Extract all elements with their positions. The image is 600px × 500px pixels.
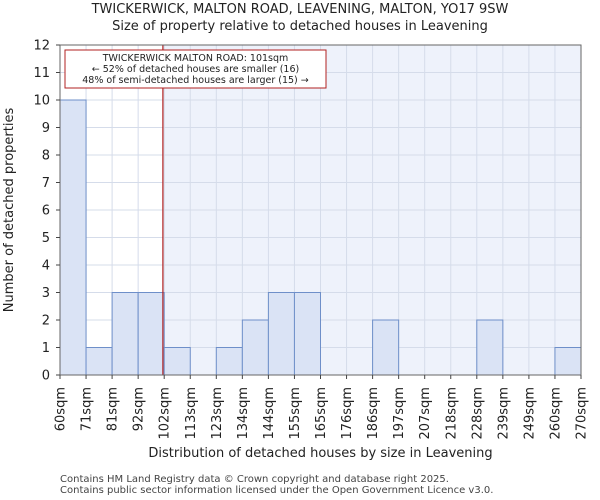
y-tick-label: 0 — [42, 369, 50, 384]
bar-228sqm — [476, 319, 504, 376]
footer-line-1: Contains HM Land Registry data © Crown c… — [60, 474, 449, 485]
x-tick-label: 228sqm — [470, 387, 485, 440]
x-tick-label: 102sqm — [158, 387, 173, 440]
y-tick-label: 6 — [42, 204, 50, 219]
x-tick-label: 260sqm — [548, 387, 563, 440]
bar-102sqm — [163, 347, 191, 376]
y-tick-label: 7 — [42, 176, 50, 191]
bar-92sqm — [137, 292, 165, 376]
y-tick-label: 10 — [33, 94, 50, 109]
annotation-line-3: 48% of semi-detached houses are larger (… — [82, 75, 309, 86]
x-axis-ticks: 60sqm 71sqm 81sqm 92sqm 102sqm 113sqm 123sqm 13… — [54, 375, 590, 440]
x-tick-label: 155sqm — [288, 387, 303, 440]
x-tick-label: 71sqm — [80, 387, 95, 431]
annotation-line-2: ← 52% of detached houses are smaller (16… — [92, 64, 299, 75]
x-tick-label: 197sqm — [392, 387, 407, 440]
chart-subtitle: Size of property relative to detached ho… — [112, 19, 488, 34]
annotation-line-1: TWICKERWICK MALTON ROAD: 101sqm — [102, 53, 289, 64]
bar-71sqm — [85, 347, 113, 376]
x-tick-label: 113sqm — [184, 387, 199, 440]
x-tick-label: 186sqm — [366, 387, 381, 440]
x-tick-label: 60sqm — [54, 387, 69, 431]
y-tick-label: 3 — [42, 286, 50, 301]
y-tick-label: 12 — [33, 39, 50, 54]
x-tick-label: 207sqm — [418, 387, 433, 440]
x-tick-label: 239sqm — [496, 387, 511, 440]
x-tick-label: 165sqm — [314, 387, 329, 440]
bar-123sqm — [215, 347, 243, 376]
bar-144sqm — [267, 292, 295, 376]
bars — [59, 99, 582, 376]
x-tick-label: 144sqm — [262, 387, 277, 440]
y-tick-label: 1 — [42, 341, 50, 356]
x-tick-label: 249sqm — [522, 387, 537, 440]
x-tick-label: 134sqm — [236, 387, 251, 440]
bar-81sqm — [111, 292, 139, 376]
y-tick-label: 11 — [33, 66, 50, 81]
x-tick-label: 176sqm — [340, 387, 355, 440]
x-axis-label: Distribution of detached houses by size … — [148, 446, 492, 461]
bar-186sqm — [372, 319, 400, 376]
y-tick-label: 4 — [42, 259, 50, 274]
x-tick-label: 218sqm — [444, 387, 459, 440]
y-axis-label: Number of detached properties — [2, 108, 17, 313]
x-tick-label: 270sqm — [575, 387, 590, 440]
x-tick-label: 92sqm — [132, 387, 147, 431]
y-tick-label: 9 — [42, 121, 50, 136]
bar-260sqm — [554, 347, 582, 376]
bar-134sqm — [241, 319, 269, 376]
y-tick-label: 8 — [42, 149, 50, 164]
bar-60sqm — [59, 99, 87, 376]
chart-title: TWICKERWICK, MALTON ROAD, LEAVENING, MAL… — [91, 2, 509, 17]
y-tick-label: 5 — [42, 231, 50, 246]
annotation-box: TWICKERWICK MALTON ROAD: 101sqm ← 52% of… — [64, 49, 327, 89]
bar-155sqm — [293, 292, 322, 376]
x-tick-label: 123sqm — [210, 387, 225, 440]
x-tick-label: 81sqm — [106, 387, 121, 431]
footer-line-2: Contains public sector information licen… — [60, 485, 494, 496]
annotation-frame — [64, 49, 327, 89]
y-tick-label: 2 — [42, 314, 50, 329]
